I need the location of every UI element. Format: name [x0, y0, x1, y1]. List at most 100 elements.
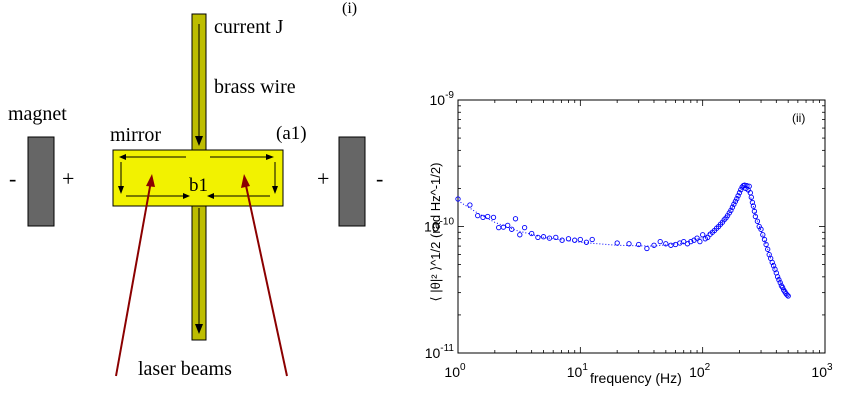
data-point [505, 222, 511, 229]
data-point [512, 216, 519, 222]
data-point [779, 284, 786, 291]
data-point [565, 236, 572, 242]
data-point [783, 290, 789, 297]
data-point [540, 234, 547, 240]
x-tick-label: 100 [444, 362, 466, 380]
data-point [496, 224, 502, 231]
current-arrowhead-bottom [195, 324, 203, 334]
data-point [778, 283, 785, 289]
left-minus-sign: - [9, 166, 17, 191]
y-tick-label: 10-9 [430, 90, 455, 108]
data-point [500, 224, 507, 230]
y-axis-label: ⟨ |θ|² ⟩^1/2 (rad Hz^-1/2) [428, 162, 443, 302]
data-points [455, 182, 791, 299]
plot-frame [457, 99, 826, 354]
data-point [663, 241, 669, 247]
data-point [744, 183, 750, 189]
data-point [559, 237, 565, 243]
data-point [577, 236, 583, 243]
data-point [751, 208, 758, 214]
data-point [672, 241, 679, 248]
data-point [644, 245, 650, 252]
data-point [553, 234, 559, 241]
right-minus-sign: - [376, 166, 384, 191]
data-point [785, 293, 791, 299]
data-point [572, 237, 578, 243]
data-point [684, 241, 691, 247]
x-tick-label: 103 [811, 362, 833, 380]
data-point [749, 199, 756, 206]
apparatus-diagram [27, 13, 366, 377]
data-point [583, 239, 590, 245]
data-point [694, 235, 700, 241]
panel-label-ii: (ii) [792, 111, 806, 125]
data-point [732, 198, 739, 205]
x-tick-label: 101 [567, 362, 589, 380]
magnet-left [27, 136, 55, 227]
data-point [467, 202, 473, 208]
data-point [677, 240, 683, 246]
data-point [711, 227, 718, 234]
data-point [748, 194, 754, 200]
data-point [713, 225, 720, 231]
data-point [521, 224, 528, 231]
data-point [707, 231, 713, 237]
data-point [728, 207, 734, 214]
data-point [546, 235, 553, 241]
data-point [769, 259, 775, 266]
current-arrowhead-top [195, 136, 203, 146]
data-point [475, 212, 481, 219]
laser-arrowhead-left [146, 174, 155, 187]
data-point [688, 238, 694, 245]
data-point [745, 187, 751, 193]
data-point [743, 185, 749, 192]
data-point [700, 232, 706, 238]
a1-label: (a1) [276, 123, 307, 144]
data-point [729, 204, 736, 210]
data-point [784, 292, 790, 298]
data-point [761, 236, 768, 243]
data-point [490, 214, 497, 221]
data-point [734, 196, 740, 202]
b1-label: b1 [189, 175, 208, 196]
right-plus-sign: + [317, 166, 330, 191]
data-point [517, 232, 523, 238]
data-point [681, 238, 687, 245]
data-point [480, 214, 486, 221]
data-point [455, 196, 461, 202]
data-point [731, 201, 737, 207]
data-point [781, 287, 787, 293]
data-point [746, 183, 752, 189]
current-label: current J [214, 16, 284, 38]
data-point [717, 221, 724, 227]
data-point [709, 229, 716, 235]
data-point [772, 266, 778, 272]
data-point [636, 241, 642, 248]
data-point [614, 240, 620, 246]
data-point [777, 279, 783, 286]
data-point [776, 277, 782, 283]
brass-wire-label: brass wire [214, 76, 296, 98]
data-point [529, 230, 535, 237]
data-point [697, 238, 703, 245]
mirror [112, 149, 284, 207]
axis-ticks [457, 100, 826, 354]
data-point [726, 210, 732, 216]
panel-label-i: (i) [342, 0, 358, 17]
data-point [774, 274, 781, 280]
mirror-label: mirror [110, 124, 162, 146]
magnet-label: magnet [8, 103, 67, 125]
left-plus-sign: + [62, 166, 75, 191]
data-point [768, 255, 774, 262]
data-point [715, 223, 722, 230]
data-point [765, 246, 771, 252]
data-point [770, 263, 777, 269]
data-point [719, 219, 726, 225]
data-point [589, 236, 595, 243]
data-point [760, 232, 766, 238]
data-point [741, 182, 748, 188]
data-point [735, 193, 741, 199]
data-point [668, 242, 674, 248]
data-point [750, 203, 757, 209]
